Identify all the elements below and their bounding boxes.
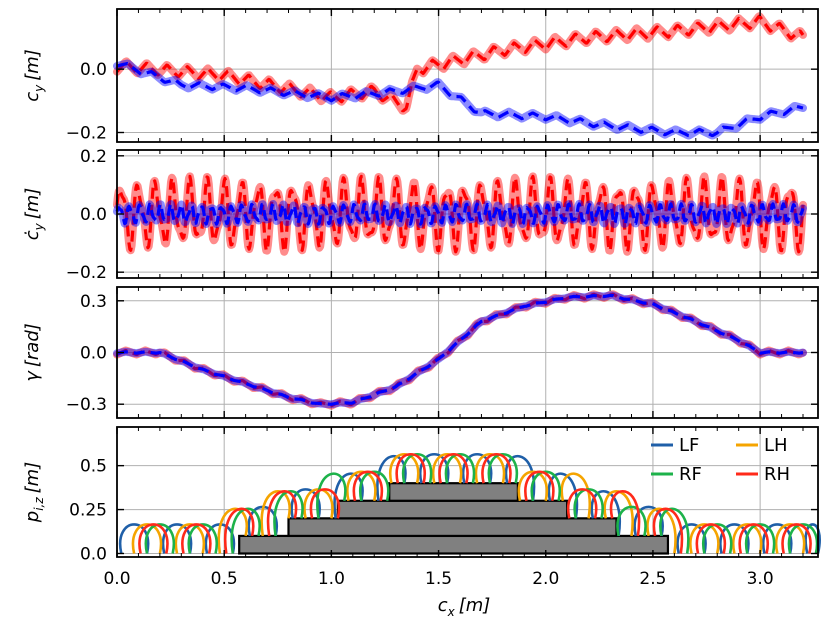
y-tick-label: 0.5 xyxy=(80,457,107,477)
panel-gamma: −0.3 0.0 0.3 γ[rad] xyxy=(22,286,819,419)
y-tick-label: 0.25 xyxy=(69,501,107,521)
panel-cydot: −0.2 0.0 0.2 ċy[m] xyxy=(22,147,819,283)
stair-step xyxy=(388,482,519,502)
series-red-reference xyxy=(116,292,804,408)
y-tick-label: 0.2 xyxy=(80,147,107,167)
stair-step xyxy=(287,517,618,538)
x-tick-label: 3.0 xyxy=(747,569,774,589)
series-blue-reference xyxy=(116,293,804,406)
foot-trajectory-RH xyxy=(138,452,812,554)
x-tick-label: 2.0 xyxy=(532,569,559,589)
y-axis-label: ċy[m] xyxy=(22,188,46,241)
y-axis-label: pi,z[m] xyxy=(22,462,46,523)
series-blue-measured xyxy=(113,291,807,409)
x-tick-label: 0.0 xyxy=(103,569,130,589)
y-axis-label: γ[rad] xyxy=(22,323,43,382)
stair-step xyxy=(238,534,670,555)
x-axis-label: cx [m] xyxy=(438,595,491,619)
x-tick-label: 1.0 xyxy=(318,569,345,589)
y-tick-label: −0.3 xyxy=(66,395,107,415)
legend-label-RF: RF xyxy=(679,464,702,485)
y-axis-label: cy[m] xyxy=(22,49,46,102)
series-blue-reference xyxy=(116,61,804,138)
y-tick-label: 0.0 xyxy=(80,344,107,364)
y-tick-label: −0.2 xyxy=(66,124,107,144)
y-tick-label: 0.3 xyxy=(80,292,107,312)
y-tick-label: −0.2 xyxy=(66,263,107,283)
x-tick-label: 1.5 xyxy=(425,569,452,589)
legend-label-RH: RH xyxy=(764,464,790,485)
y-tick-label: 0.0 xyxy=(80,205,107,225)
panel-cy: −0.2 0.0 cy[m] xyxy=(22,8,819,144)
panel-frame xyxy=(116,8,819,143)
series-red-measured xyxy=(113,290,807,410)
panel-foot: 0.0 0.5 1.0 1.5 2.0 2.5 3.0 0.0 0.25 0.5 pi,z[m] LF… xyxy=(22,426,821,589)
stair-step xyxy=(336,499,569,520)
x-tick-label: 0.5 xyxy=(211,569,238,589)
series-red-reference xyxy=(115,14,805,113)
series-blue-reference xyxy=(115,202,805,226)
chart-panels: −0.2 0.0 cy[m] −0.2 0.0 0.2 ċy[m] −0.3 0.0 0.3 γ[r… xyxy=(22,8,821,589)
x-tick-label: 2.5 xyxy=(639,569,666,589)
x-axis: cx [m] xyxy=(438,595,491,619)
panel-frame xyxy=(116,426,819,558)
legend: LF LH RF RH xyxy=(651,435,790,485)
legend-label-LH: LH xyxy=(764,435,788,456)
y-tick-label: 0.0 xyxy=(80,60,107,80)
legend-label-LF: LF xyxy=(679,435,699,456)
y-tick-label: 0.0 xyxy=(80,544,107,564)
series-red-reference xyxy=(115,174,805,254)
